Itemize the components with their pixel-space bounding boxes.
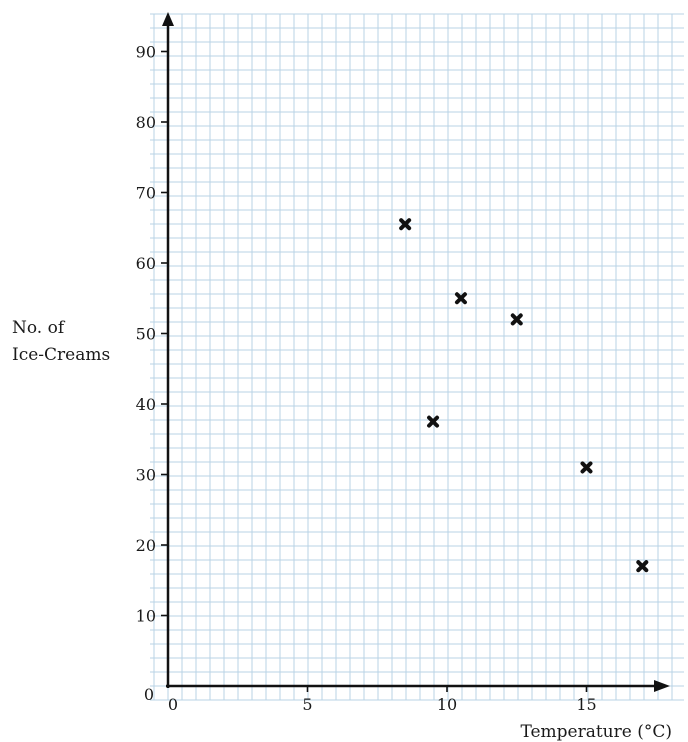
- y-axis-label-line-2: Ice-Creams: [12, 345, 110, 365]
- y-tick-label: 30: [136, 466, 156, 485]
- chart-ticks: 0102030405060708090051015202530: [136, 43, 597, 715]
- data-point: [399, 218, 412, 231]
- chart-axes: [162, 12, 670, 692]
- data-point: [580, 461, 593, 474]
- y-tick-label: 50: [136, 325, 156, 344]
- x-axis-arrow: [654, 680, 670, 692]
- y-tick-label: 70: [136, 184, 156, 203]
- x-tick-label: 5: [302, 695, 312, 714]
- y-tick-label: 80: [136, 113, 156, 132]
- chart-grid: [150, 13, 684, 701]
- x-axis-label: Temperature (°C): [520, 722, 672, 742]
- y-tick-label: 20: [136, 536, 156, 555]
- chart-axis-labels: No. of Ice-Creams Temperature (°C): [12, 318, 672, 742]
- y-tick-label: 40: [136, 395, 156, 414]
- y-tick-label: 90: [136, 43, 156, 62]
- data-point: [510, 313, 523, 326]
- x-tick-label: 0: [168, 695, 178, 714]
- data-point: [427, 415, 440, 428]
- y-axis-label-line-1: No. of: [12, 318, 66, 338]
- y-tick-label: 10: [136, 607, 156, 626]
- chart-points: [399, 218, 649, 573]
- x-tick-label: 10: [437, 695, 457, 714]
- y-axis-arrow: [162, 12, 174, 26]
- data-point: [454, 292, 467, 305]
- y-tick-label: 0: [144, 685, 154, 704]
- y-tick-label: 60: [136, 254, 156, 273]
- data-point: [636, 560, 649, 573]
- x-tick-label: 15: [576, 695, 596, 714]
